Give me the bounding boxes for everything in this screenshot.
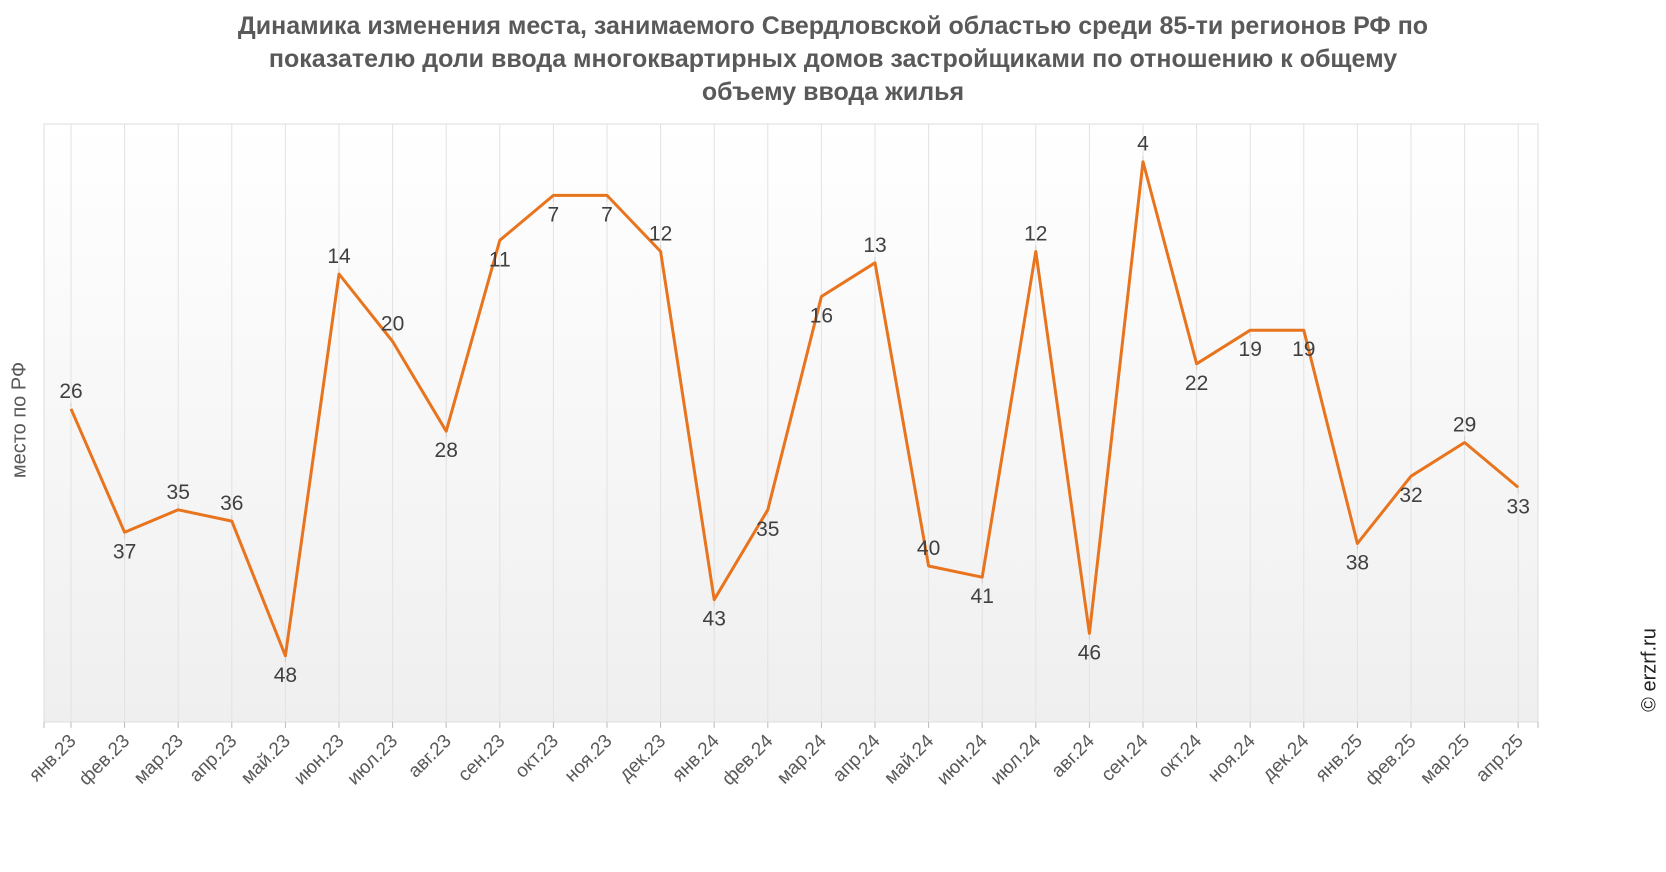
x-tick-label: мар.23 <box>130 731 188 789</box>
x-tick-label: май.24 <box>880 730 938 788</box>
x-tick-label: июл.24 <box>987 730 1046 789</box>
x-tick-label: апр.23 <box>186 731 242 787</box>
data-label: 48 <box>274 664 297 687</box>
x-tick-label: мар.25 <box>1416 731 1474 789</box>
x-tick-label: фев.23 <box>75 731 134 790</box>
data-label: 32 <box>1399 484 1422 507</box>
data-label: 12 <box>649 223 672 246</box>
data-label: 40 <box>917 537 940 560</box>
chart-title-line-2: показателю доли ввода многоквартирных до… <box>268 45 1398 73</box>
data-label: 11 <box>489 248 511 271</box>
x-tick-label: апр.24 <box>829 730 885 786</box>
data-label: 7 <box>548 203 560 226</box>
data-label: 16 <box>810 304 833 327</box>
x-tick-label: фев.25 <box>1361 731 1420 790</box>
data-label: 26 <box>59 380 82 403</box>
data-label: 36 <box>220 492 243 515</box>
data-label: 41 <box>971 585 994 608</box>
chart-title-line-3: объему ввода жилья <box>701 78 965 106</box>
x-tick-label: окт.24 <box>1154 730 1206 782</box>
x-tick-label: апр.25 <box>1472 731 1528 787</box>
data-label: 35 <box>756 518 779 541</box>
x-tick-label: дек.23 <box>615 731 670 786</box>
data-label: 4 <box>1137 133 1149 156</box>
data-label: 22 <box>1185 372 1208 395</box>
series-line <box>69 160 1520 658</box>
data-label: 14 <box>327 245 351 268</box>
data-label: 12 <box>1024 223 1047 246</box>
x-tick-label: авг.23 <box>404 731 455 782</box>
data-label: 13 <box>863 234 886 257</box>
x-tick-label: сен.23 <box>454 731 509 786</box>
x-tick-label: янв.23 <box>25 731 80 786</box>
x-tick-label: дек.24 <box>1259 730 1314 785</box>
x-tick-label: авг.24 <box>1048 730 1100 782</box>
x-tick-label: фев.24 <box>718 730 777 789</box>
data-label: 7 <box>601 203 613 226</box>
data-label: 20 <box>381 312 404 335</box>
x-tick-label: июл.23 <box>343 731 402 790</box>
chart-title: Динамика изменения места, занимаемого Св… <box>0 10 1666 109</box>
x-tick-label: окт.23 <box>511 731 563 783</box>
x-tick-label: июн.24 <box>933 730 992 789</box>
data-label: 43 <box>703 608 726 631</box>
data-label: 38 <box>1346 552 1369 575</box>
x-tick-label: мар.24 <box>773 730 831 788</box>
x-tick-label: янв.24 <box>668 730 724 786</box>
data-label: 19 <box>1292 338 1315 361</box>
data-label: 19 <box>1239 338 1262 361</box>
chart-title-line-1: Динамика изменения места, занимаемого Св… <box>237 12 1429 40</box>
x-tick-label: сен.24 <box>1097 730 1152 785</box>
x-tick-label: май.23 <box>237 731 295 789</box>
x-tick-label: ноя.24 <box>1204 730 1260 786</box>
data-label: 46 <box>1078 641 1101 664</box>
x-tick-label: янв.25 <box>1312 731 1367 786</box>
plot-area <box>43 123 1539 723</box>
x-tick-label: ноя.23 <box>561 731 617 787</box>
data-label: 33 <box>1507 495 1530 518</box>
data-label: 35 <box>167 481 190 504</box>
data-label: 37 <box>113 540 136 563</box>
data-label: 29 <box>1453 413 1476 436</box>
x-tick-label: июн.23 <box>290 731 349 790</box>
data-label: 28 <box>435 439 458 462</box>
